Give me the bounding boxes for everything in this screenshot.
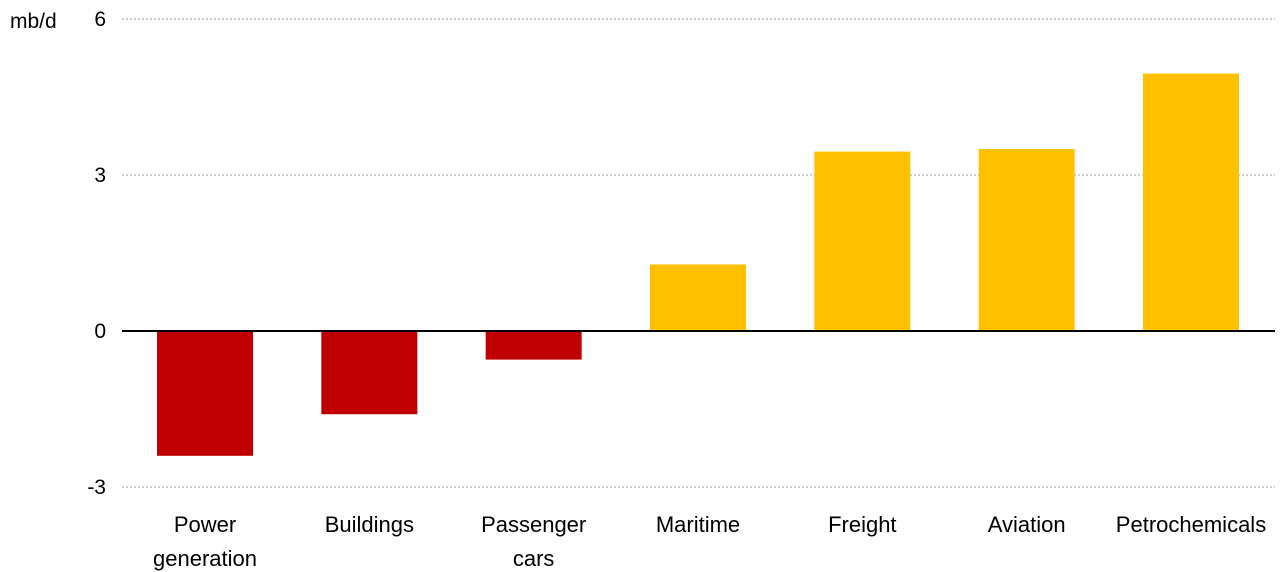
x-category-label: Power generation xyxy=(153,512,257,571)
bar xyxy=(650,264,746,331)
y-tick-label: 6 xyxy=(94,8,106,31)
x-category-label: Maritime xyxy=(656,512,740,537)
bar xyxy=(1143,73,1239,331)
y-tick-label: -3 xyxy=(87,476,106,499)
y-axis-ticks: 6 3 0 -3 xyxy=(87,8,106,499)
bar xyxy=(485,331,582,360)
bar xyxy=(814,151,911,331)
y-tick-label: 3 xyxy=(94,164,106,187)
x-category-label: Passenger cars xyxy=(481,512,586,571)
x-category-label: Freight xyxy=(828,512,896,537)
x-category-label: Buildings xyxy=(325,512,414,537)
bar xyxy=(157,331,253,456)
y-tick-label: 0 xyxy=(94,320,106,343)
gridlines xyxy=(122,18,1275,488)
bar xyxy=(978,149,1075,331)
category-labels: Power generation Buildings Passenger cars Mar… xyxy=(153,512,1266,571)
y-axis-unit-label: mb/d xyxy=(10,10,57,33)
bar xyxy=(321,331,418,415)
bars xyxy=(157,73,1239,456)
x-category-label: Aviation xyxy=(988,512,1066,537)
x-category-label: Petrochemicals xyxy=(1116,512,1266,537)
